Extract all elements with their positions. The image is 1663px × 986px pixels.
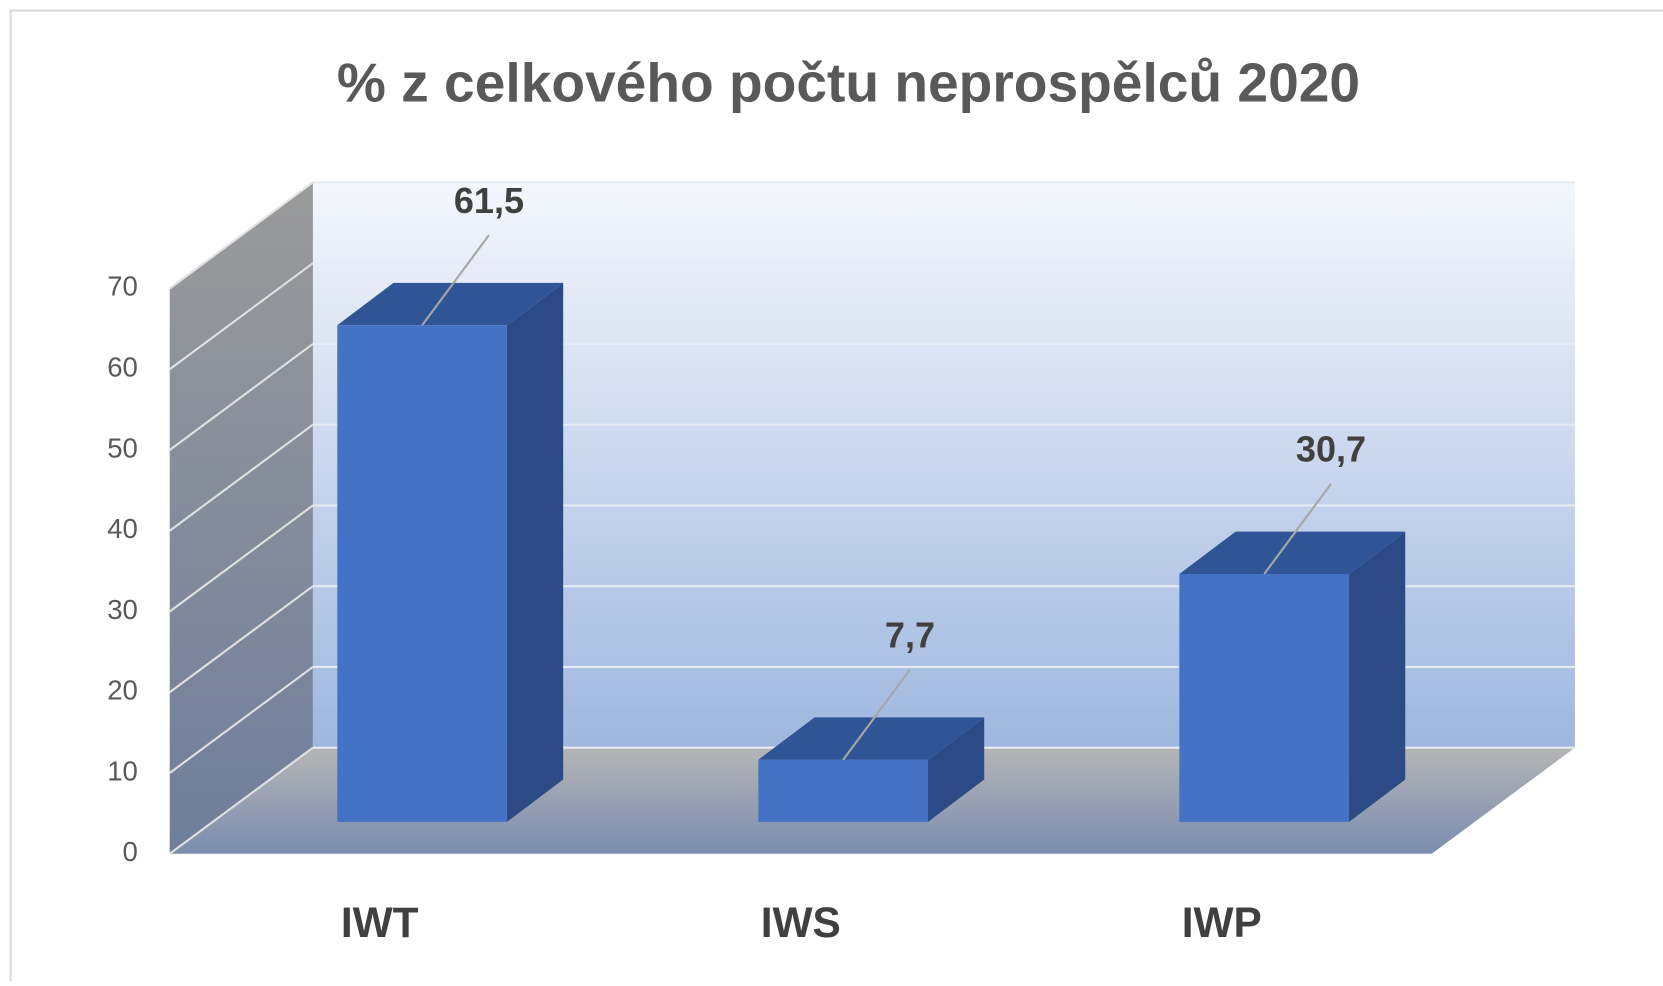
grid-line — [169, 585, 314, 694]
grid-line — [169, 423, 314, 532]
bar-side — [506, 282, 564, 822]
leader-line — [842, 668, 911, 761]
bar — [758, 759, 929, 822]
grid-line — [169, 343, 314, 451]
leader-line — [1263, 483, 1332, 575]
x-tick-label: IWS — [761, 899, 841, 946]
grid-line — [169, 504, 314, 613]
bar-side — [928, 717, 985, 822]
bar-side — [1349, 531, 1406, 822]
grid-line — [169, 181, 314, 290]
chart-title: % z celkového počtu neprospělců 2020 — [337, 52, 1360, 114]
leader-line — [421, 234, 490, 326]
y-tick-label: 10 — [107, 755, 138, 786]
side-wall — [169, 182, 313, 854]
y-tick-label: 30 — [107, 594, 138, 625]
bar — [337, 325, 507, 822]
bar-top — [337, 282, 564, 326]
y-tick-label: 20 — [107, 675, 138, 706]
data-label: 30,7 — [1296, 429, 1366, 470]
y-tick-label: 50 — [107, 432, 138, 463]
y-tick-label: 40 — [107, 513, 138, 544]
grid-line — [169, 666, 314, 774]
y-tick-label: 70 — [107, 271, 138, 302]
grid-line — [169, 262, 314, 371]
y-tick-label: 0 — [123, 836, 138, 867]
x-tick-label: IWP — [1182, 899, 1262, 946]
y-tick-label: 60 — [107, 352, 138, 383]
grid-line — [169, 746, 314, 855]
bar — [1179, 574, 1350, 822]
bar-top — [758, 717, 985, 760]
bar-top — [1179, 531, 1406, 575]
frame — [9, 9, 1663, 986]
data-label: 61,5 — [454, 180, 524, 221]
x-tick-label: IWT — [341, 899, 419, 946]
data-label: 7,7 — [885, 614, 935, 655]
plot: 0 10 20 30 40 50 60 70 61,5 IWT 7,7 IWS 30,7 IWP — [107, 180, 1575, 946]
